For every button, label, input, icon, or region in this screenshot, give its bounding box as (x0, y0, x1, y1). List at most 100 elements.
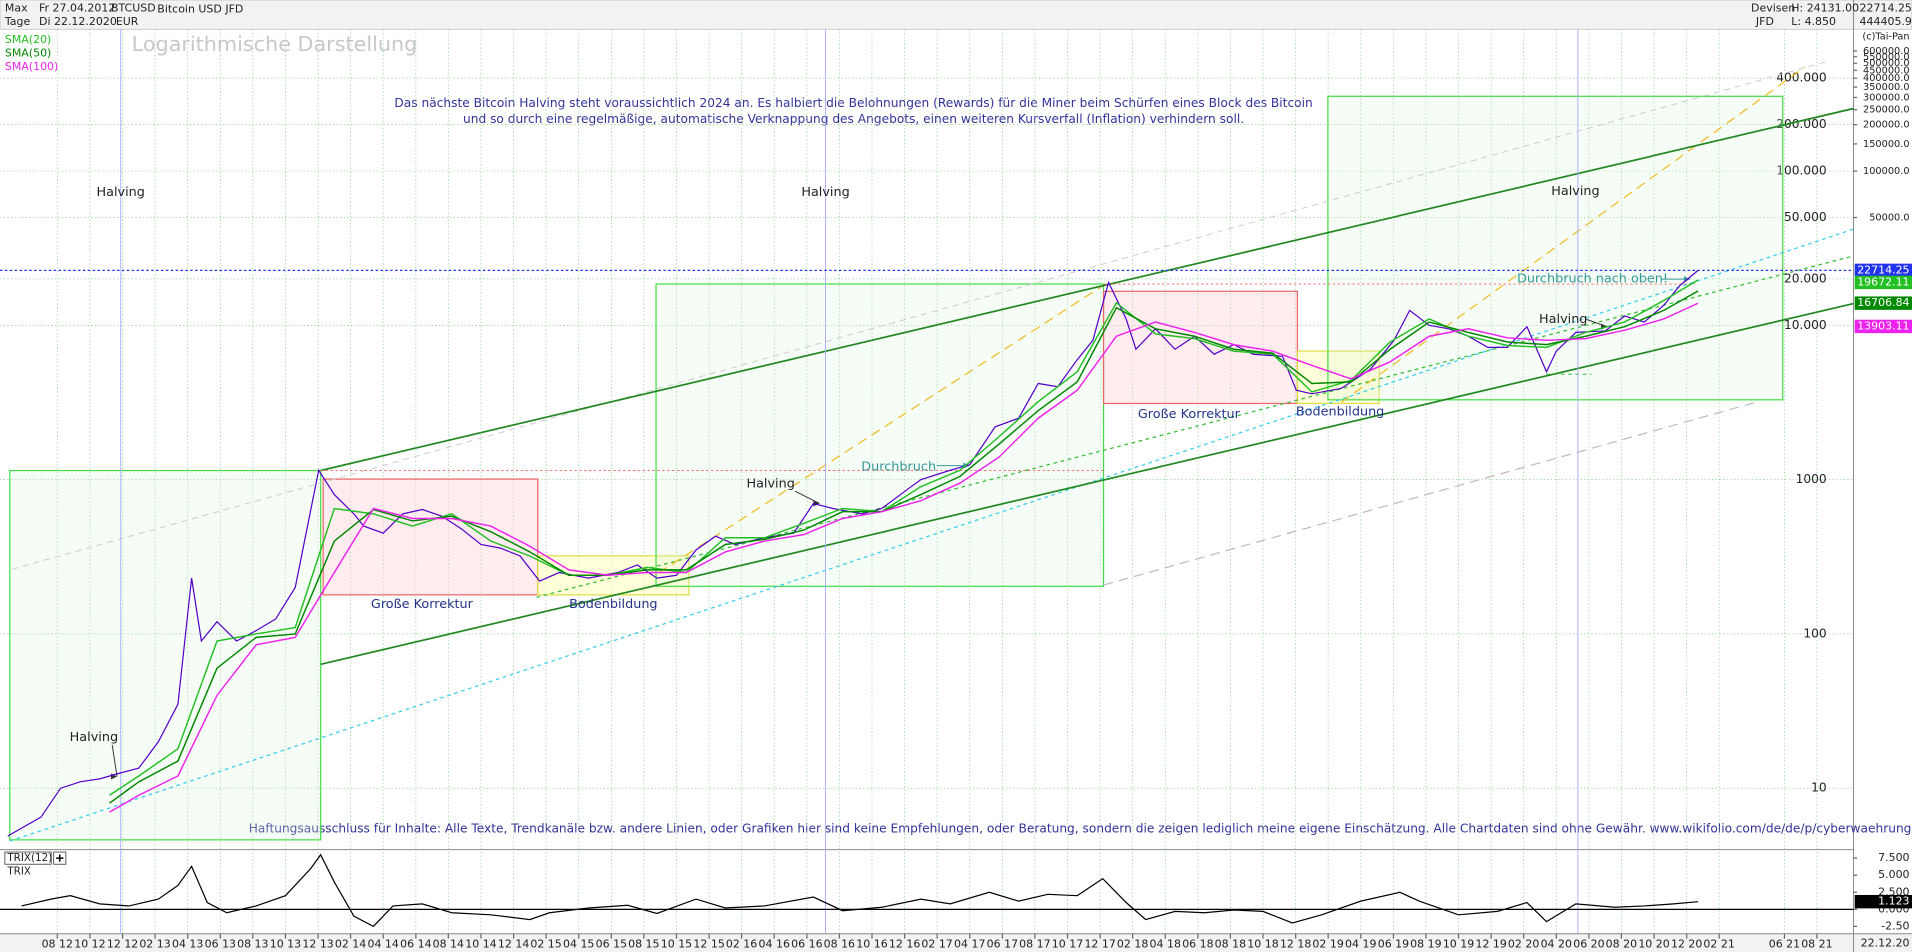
trend-line (1340, 66, 1806, 403)
zone-box (9, 469, 322, 841)
x-tick-label: 10 15 (661, 938, 692, 951)
market: Devisen (1751, 2, 1795, 15)
header-bar (0, 0, 1912, 30)
x-tick-label: 12 20 (1671, 938, 1702, 951)
series-line (109, 290, 1699, 804)
x-tick-label: 10 19 (1443, 938, 1474, 951)
y2-tick-label: 550000.0 (1863, 52, 1910, 63)
trend-line (320, 302, 1854, 666)
y-tick-label: 20.000 (1784, 271, 1827, 285)
x-tick-label: 08 19 (1410, 938, 1441, 951)
annotation: Halving (1551, 184, 1599, 199)
disclaimer: Haftungsausschluss für Inhalte: Alle Tex… (249, 821, 1912, 835)
x-tick-label: 08 17 (1019, 938, 1050, 951)
x-tick-label: 12 17 (1084, 938, 1115, 951)
series-line (109, 302, 1699, 813)
y-tick-label: 5.000 (1878, 868, 1909, 881)
low: L: 4.850 (1791, 15, 1836, 28)
trend-line (9, 228, 1854, 842)
y2-tick-label: 50000.0 (1869, 213, 1909, 224)
value-tag (1854, 319, 1912, 334)
x-tick-label: 12 14 (498, 938, 529, 951)
y2-tick-label: 100000.0 (1863, 166, 1910, 177)
x-tick-label: 02 14 (335, 938, 366, 951)
chart-title: Logarithmische Darstellung (132, 32, 418, 56)
x-tick-label: 12 19 (1475, 938, 1506, 951)
series-line (109, 279, 1699, 796)
x-tick-label: 06 19 (1378, 938, 1409, 951)
y2-tick-label: 450000.0 (1863, 65, 1910, 76)
series-name: TRIX (6, 866, 31, 878)
indicator-title: TRIX(12) (6, 852, 52, 864)
legend-label: SMA(20) (5, 33, 51, 46)
y-tick-label: 1000 (1796, 472, 1827, 486)
x-tick-label: 08 14 (433, 938, 464, 951)
x-tick-label: 04 19 (1345, 938, 1376, 951)
volume: 444405.9/ (1860, 15, 1912, 28)
annotation: Große Korrektur (371, 597, 474, 612)
x-tick-label: 06 20 (1573, 938, 1604, 951)
y2-tick-label: 250000.0 (1863, 105, 1910, 116)
x-tick-label: 10 20 (1638, 938, 1669, 951)
trend-line (111, 744, 118, 777)
x-tick-label: 08 21 (1801, 938, 1832, 951)
x-tick-label: 10 13 (270, 938, 301, 951)
y-tick-label: 100 (1803, 626, 1826, 640)
instrument: Bitcoin USD JFD (157, 3, 243, 16)
legend-label: SMA(100) (5, 60, 58, 73)
x-tick-label: 06 18 (1182, 938, 1213, 951)
broker: JFD (1755, 15, 1774, 28)
y-tick-label: 10 (1811, 781, 1827, 795)
x-tick-label: 08 20 (1606, 938, 1637, 951)
x-tick-label: 04 20 (1541, 938, 1572, 951)
y2-tick-label: 350000.0 (1863, 82, 1910, 93)
series-line (21, 853, 1699, 928)
x-tick-label: 04 15 (563, 938, 594, 951)
annotation: Große Korrektur (1138, 407, 1241, 422)
zone-box (1102, 290, 1299, 405)
annotation: Halving (97, 185, 145, 200)
x-tick-label: 02 13 (139, 938, 170, 951)
indicator-box (4, 851, 52, 865)
period: Max (5, 2, 28, 15)
symbol: BTCUSD (111, 2, 156, 15)
value-tag-label: 19672.11 (1857, 275, 1909, 288)
annotation: Halving (801, 185, 849, 200)
x-tick-label: 06 17 (987, 938, 1018, 951)
y-tick-label: 100.000 (1776, 164, 1826, 178)
y2-tick-label: 150000.0 (1863, 139, 1910, 150)
annotation: Halving (70, 730, 118, 745)
annotation: Bodenbildung (1296, 405, 1384, 420)
trend-line (320, 107, 1854, 472)
copyright: (c)Tai-Pan (1862, 32, 1909, 43)
x-tick-label: 02 17 (921, 938, 952, 951)
plus-icon (56, 854, 64, 862)
x-tick-label: 02 16 (726, 938, 757, 951)
value-tag (1854, 296, 1912, 310)
to-date: Di 22.12.2020 (39, 15, 117, 28)
x-tick-label: 12 13 (302, 938, 333, 951)
y2-tick-label: 400000.0 (1863, 73, 1910, 84)
arrow-head (813, 500, 820, 507)
x-tick-label: 04 13 (172, 938, 203, 951)
value-tag-label: 22714.25 (1857, 263, 1909, 276)
value-tag-label: 1.123 (1878, 895, 1909, 908)
x-tick-label: 02 15 (530, 938, 561, 951)
annotation: Durchbruch (861, 459, 936, 474)
currency: EUR (116, 15, 139, 28)
x-tick-label: 08 13 (237, 938, 268, 951)
plot: 08 12 10 12 12 12 02 13 04 13 06 13 08 13 10 13… (0, 29, 1912, 951)
y-tick-label: 400.000 (1776, 71, 1826, 85)
annotation: Bodenbildung (569, 597, 657, 612)
y-tick-label: 200.000 (1776, 117, 1826, 131)
x-tick-label: 02 21 (1703, 938, 1734, 951)
x-tick-label: 06 13 (205, 938, 236, 951)
last-price: 22714.25 (1860, 2, 1912, 15)
x-tick-label: 10 12 (74, 938, 105, 951)
zone-box (1327, 95, 1784, 401)
value-tag (1854, 275, 1912, 290)
x-tick-label: 12 18 (1280, 938, 1311, 951)
